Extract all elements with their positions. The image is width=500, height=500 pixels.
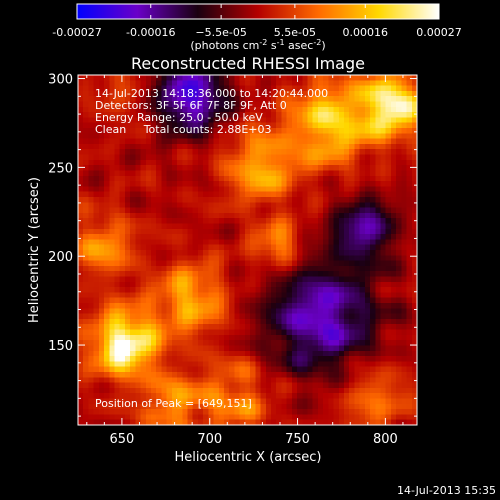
annotation-block: 14-Jul-2013 14:18:36.000 to 14:20:44.000…: [95, 87, 328, 136]
annotation-time-range: 14-Jul-2013 14:18:36.000 to 14:20:44.000: [95, 87, 328, 100]
x-tick-label: 650: [109, 432, 134, 447]
x-tick-label: 700: [197, 432, 222, 447]
colorbar-tick-label: −5.5e-05: [195, 26, 246, 39]
plot-frame: [77, 74, 418, 426]
y-tick-label: 300: [48, 73, 73, 88]
colorbar-ticks: -0.00027 -0.00016 −5.5e-05 5.5e-05 0.00016 0.…: [52, 4, 462, 39]
colorbar-tick-label: 0.00016: [343, 26, 389, 39]
chart-title: Reconstructed RHESSI Image: [131, 54, 365, 73]
x-tick-label: 800: [373, 432, 398, 447]
y-tick-label: 150: [48, 339, 73, 354]
x-tick-label: 750: [285, 432, 310, 447]
colorbar: -0.00027 -0.00016 −5.5e-05 5.5e-05 0.00016 0.…: [52, 3, 462, 52]
colorbar-tick-label: -0.00027: [52, 26, 101, 39]
y-tick-label: 200: [48, 250, 73, 265]
heatmap-image: [78, 75, 417, 425]
annotation-clean-counts: Clean Total counts: 2.88E+03: [95, 123, 272, 136]
colorbar-tick-label: 0.00027: [416, 26, 462, 39]
heatmap-raster: [78, 75, 417, 425]
y-axis-label: Heliocentric Y (arcsec): [27, 177, 42, 323]
annotation-detectors: Detectors: 3F 5F 6F 7F 8F 9F, Att 0: [95, 99, 287, 112]
annotation-energy-range: Energy Range: 25.0 - 50.0 keV: [95, 111, 263, 124]
y-axis: 150 200 250 300: [48, 73, 417, 417]
x-axis-label: Heliocentric X (arcsec): [175, 450, 322, 465]
colorbar-bar: [76, 3, 440, 20]
x-axis: 650 700 750 800: [86, 75, 404, 447]
y-tick-label: 250: [48, 161, 73, 176]
colorbar-tick-label: 5.5e-05: [274, 26, 316, 39]
colorbar-unit-label: (photons cm-2 s-1 asec-2): [190, 38, 325, 52]
footer-timestamp: 14-Jul-2013 15:35: [397, 484, 496, 497]
colorbar-tick-label: -0.00016: [126, 26, 175, 39]
peak-position-label: Position of Peak = [649,151]: [95, 397, 252, 410]
